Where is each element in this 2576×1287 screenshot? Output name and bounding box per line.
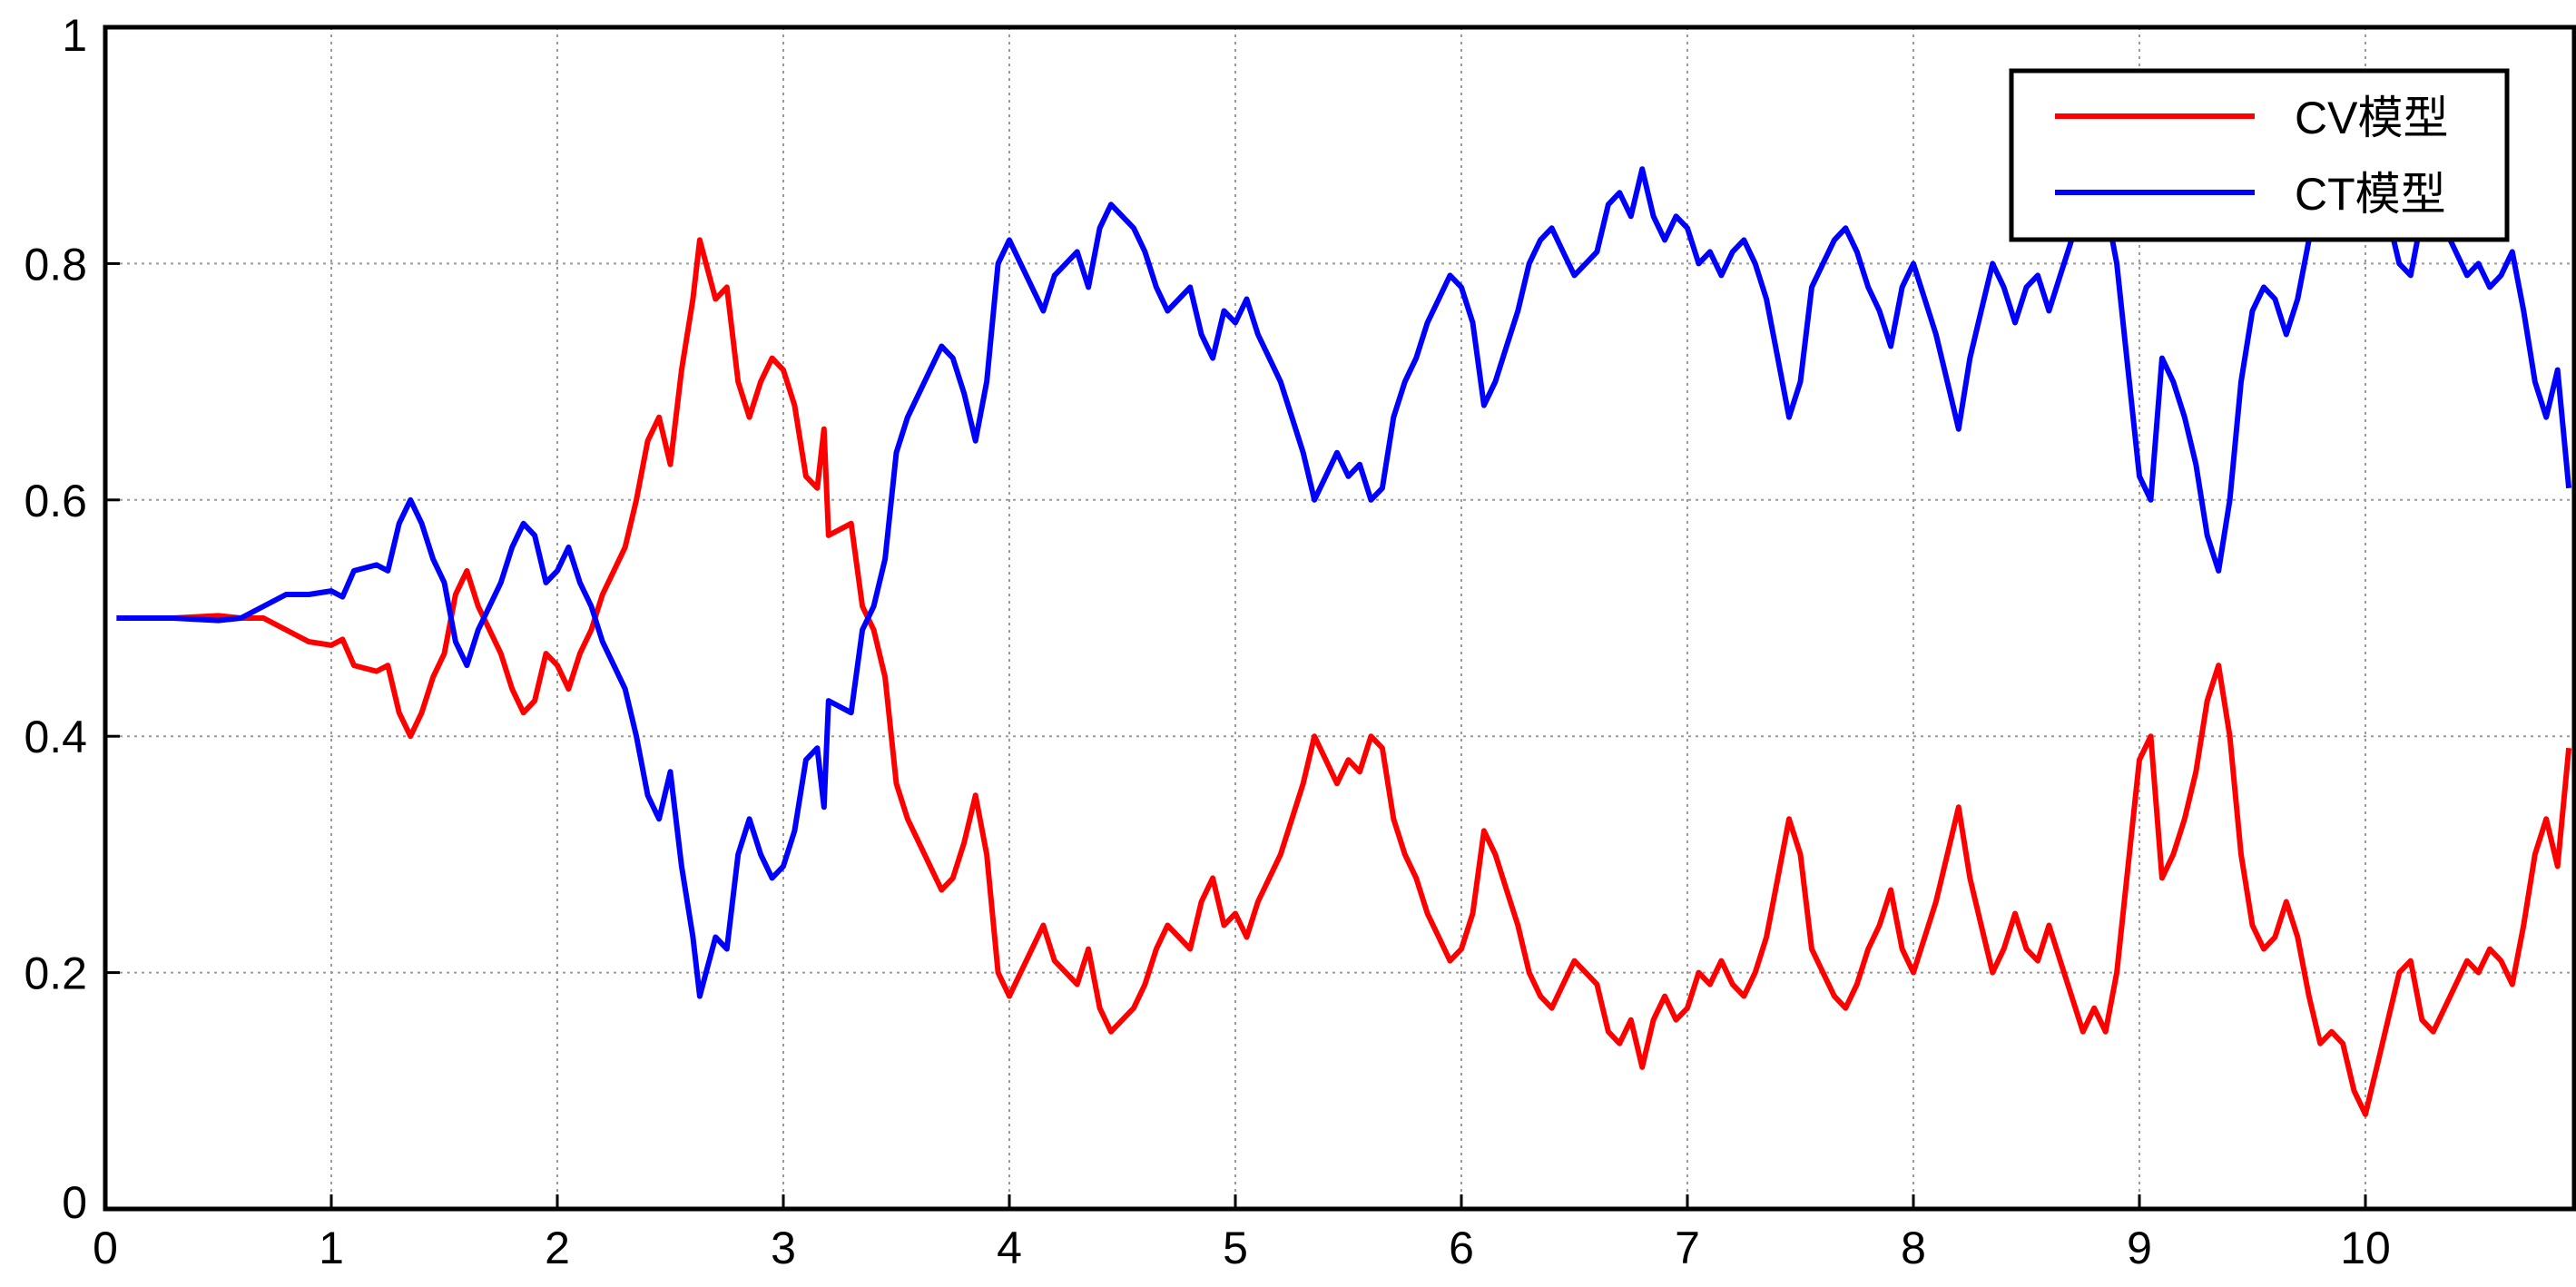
- legend-label-cv: CV模型: [2295, 93, 2448, 143]
- x-tick-label-5: 5: [1223, 1223, 1248, 1273]
- x-tick-label-0: 0: [93, 1223, 118, 1273]
- plot-frame: [103, 25, 2576, 1212]
- x-tick-label-9: 9: [2127, 1223, 2152, 1273]
- series-line-ct: [116, 119, 2572, 999]
- y-tick-label-0.8: 0.8: [24, 239, 87, 290]
- y-tick-label-0.6: 0.6: [24, 476, 87, 526]
- y-tick-label-0: 0: [62, 1177, 87, 1228]
- x-tick-label-2: 2: [545, 1223, 570, 1273]
- legend: CV模型 CT模型: [2009, 68, 2510, 242]
- x-tick-label-6: 6: [1449, 1223, 1474, 1273]
- x-tick-label-7: 7: [1675, 1223, 1700, 1273]
- y-tick-label-0.2: 0.2: [24, 948, 87, 999]
- data-series: [116, 119, 2572, 1117]
- x-tick-label-10: 10: [2340, 1223, 2391, 1273]
- y-tick-label-0.4: 0.4: [24, 712, 87, 762]
- x-tick-label-3: 3: [771, 1223, 796, 1273]
- series-line-cv: [116, 237, 2572, 1117]
- axis-ticks: 0 1 2 3 4 5 6 7 8 9 10 0 0.2 0.4 0.6 0.8 1: [24, 10, 2390, 1273]
- x-tick-label-1: 1: [319, 1223, 344, 1273]
- x-tick-label-8: 8: [1901, 1223, 1926, 1273]
- y-tick-label-1: 1: [62, 10, 87, 61]
- legend-box: [2009, 68, 2510, 242]
- legend-label-ct: CT模型: [2295, 169, 2446, 220]
- x-tick-label-4: 4: [997, 1223, 1022, 1273]
